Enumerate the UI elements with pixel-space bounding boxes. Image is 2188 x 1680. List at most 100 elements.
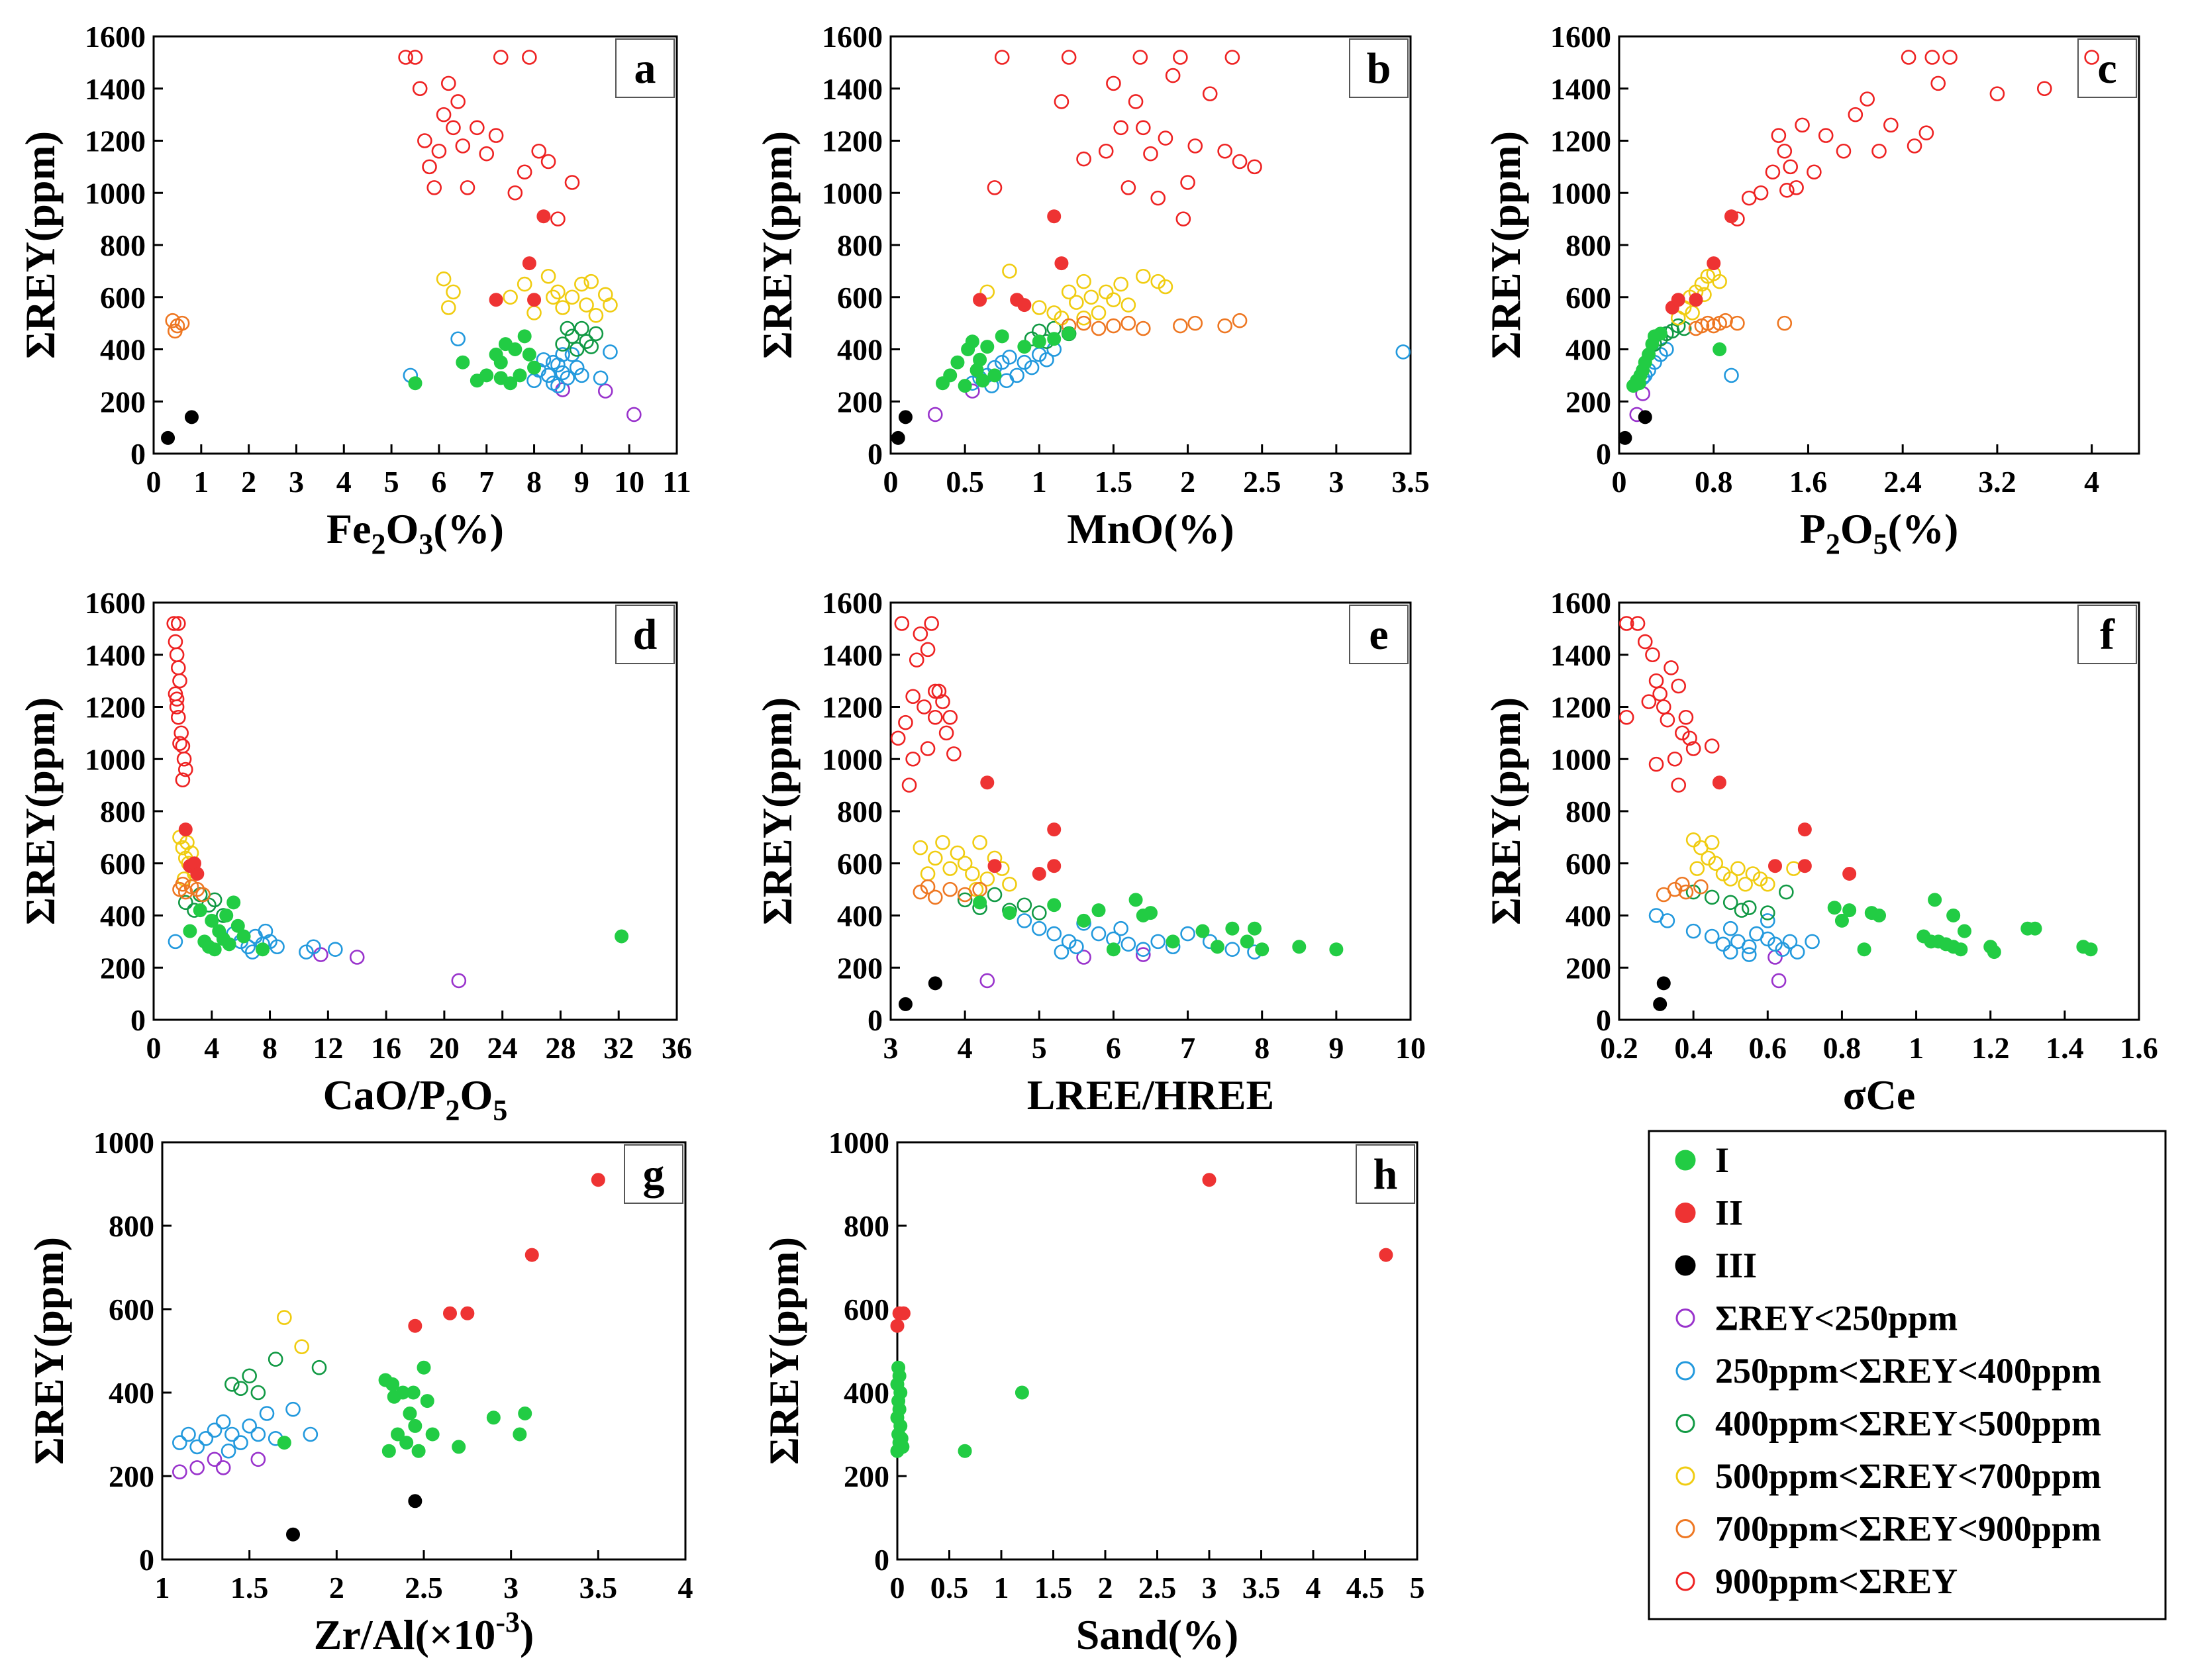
y-tick-label: 400 <box>109 1376 154 1410</box>
x-tick-label: 10 <box>614 465 644 499</box>
point-900ppm-sigmarey <box>1247 159 1262 175</box>
point-250ppm-sigmarey-400ppm <box>1789 944 1805 960</box>
point-250ppm-sigmarey-400ppm <box>564 347 580 362</box>
y-tick-label: 200 <box>1566 951 1611 985</box>
point-400ppm-sigmarey-500ppm <box>1741 900 1757 915</box>
point-i <box>222 937 236 952</box>
point-i <box>1240 934 1254 949</box>
point-250ppm-sigmarey-400ppm <box>1722 944 1738 960</box>
point-i <box>452 1440 466 1454</box>
point-i <box>420 1394 434 1408</box>
point-400ppm-sigmarey-500ppm <box>311 1359 327 1375</box>
point-500ppm-sigmarey-700ppm <box>1002 876 1017 892</box>
y-tick-label: 1400 <box>1550 72 1611 106</box>
panel-label-box <box>2077 38 2137 98</box>
point-250ppm-sigmarey-400ppm <box>1120 936 1136 952</box>
x-tick-label: 2 <box>1180 465 1195 499</box>
point-700ppm-sigmarey-900ppm <box>1091 321 1107 336</box>
y-tick-label: 600 <box>837 281 883 315</box>
point-i <box>1946 909 1961 922</box>
plot-frame-e <box>889 601 1412 1021</box>
point-900ppm-sigmarey <box>1860 91 1875 107</box>
y-axis-label: ΣREY(ppm) <box>754 697 801 925</box>
point-900ppm-sigmarey <box>1871 143 1887 159</box>
x-tick-label: 5 <box>1410 1571 1425 1605</box>
point-ii <box>443 1306 457 1320</box>
point-500ppm-sigmarey-700ppm <box>555 300 570 315</box>
x-tick-label: 4 <box>336 465 352 499</box>
point-400ppm-sigmarey-500ppm <box>574 321 589 336</box>
point-ii <box>1054 256 1069 271</box>
x-axis-label: CaO/P2O5 <box>323 1071 508 1126</box>
x-tick-label: 3.2 <box>1978 465 2016 499</box>
point-i <box>1946 940 1961 954</box>
x-tick-label: 1.5 <box>230 1571 269 1605</box>
point-900ppm-sigmarey <box>1664 660 1679 675</box>
point-i <box>1329 942 1344 957</box>
point-i <box>1924 934 1938 949</box>
x-tick-label: 8 <box>1254 1031 1269 1065</box>
point-900ppm-sigmarey <box>1202 86 1218 101</box>
point-i <box>205 913 219 928</box>
y-tick-label: 1600 <box>822 586 883 620</box>
point-250ppm-sigmarey-400ppm <box>1685 923 1701 939</box>
point-900ppm-sigmarey <box>540 154 556 170</box>
point-900ppm-sigmarey <box>1648 673 1664 689</box>
point-900ppm-sigmarey <box>176 751 192 767</box>
x-tick-label: 1 <box>994 1571 1009 1605</box>
point-500ppm-sigmarey-700ppm <box>583 273 599 289</box>
point-500ppm-sigmarey-700ppm <box>294 1339 309 1354</box>
point-900ppm-sigmarey <box>431 143 447 159</box>
y-axis-label: ΣREY(ppm) <box>760 1237 807 1465</box>
panel-label-box <box>615 38 675 98</box>
legend-label-400ppm-sigmarey-500ppm: 400ppm<ΣREY<500ppm <box>1715 1404 2101 1444</box>
y-tick-label: 400 <box>1566 333 1611 367</box>
point-i <box>527 360 542 375</box>
x-tick-label: 10 <box>1395 1031 1426 1065</box>
point-500ppm-sigmarey-700ppm <box>1120 297 1136 313</box>
point-i <box>236 929 251 944</box>
point-250ppm-sigmarey-400ppm <box>259 1406 275 1421</box>
legend-label-iii: III <box>1715 1246 1757 1285</box>
point-900ppm-sigmarey <box>446 120 461 136</box>
point-900ppm-sigmarey <box>1989 86 2005 101</box>
x-tick-label: 4 <box>2084 465 2099 499</box>
point-400ppm-sigmarey-500ppm <box>1017 897 1032 913</box>
point-i <box>1632 376 1646 391</box>
point-400ppm-sigmarey-500ppm <box>268 1352 283 1367</box>
point-i <box>513 368 527 383</box>
point-250ppm-sigmarey-400ppm <box>198 1431 214 1446</box>
point-i <box>518 1407 532 1420</box>
x-tick-label: 5 <box>384 465 399 499</box>
point-iii <box>1653 997 1667 1011</box>
point-500ppm-sigmarey-700ppm <box>1712 273 1727 289</box>
point-i <box>975 373 990 388</box>
point-sigmarey-250ppm <box>597 383 613 399</box>
x-tick-label: 16 <box>371 1031 401 1065</box>
point-500ppm-sigmarey-700ppm <box>175 840 191 856</box>
point-500ppm-sigmarey-700ppm <box>935 834 950 850</box>
point-250ppm-sigmarey-400ppm <box>999 373 1015 389</box>
panel-a: 0 1 2 3 4 5 6 7 8 9 10 1102004006008001000120014001… <box>17 20 691 560</box>
point-900ppm-sigmarey <box>564 175 580 190</box>
point-250ppm-sigmarey-400ppm <box>1805 934 1820 950</box>
point-250ppm-sigmarey-400ppm <box>248 928 263 944</box>
point-500ppm-sigmarey-700ppm <box>913 840 928 856</box>
point-i <box>995 329 1009 344</box>
point-500ppm-sigmarey-700ppm <box>1069 295 1084 310</box>
point-ii <box>489 293 503 307</box>
point-500ppm-sigmarey-700ppm <box>1704 834 1720 850</box>
point-i <box>1128 893 1143 907</box>
y-tick-label: 1600 <box>1550 586 1611 620</box>
point-500ppm-sigmarey-700ppm <box>1150 273 1166 289</box>
point-900ppm-sigmarey <box>1924 50 1940 65</box>
point-900ppm-sigmarey <box>171 660 186 675</box>
point-900ppm-sigmarey <box>1667 751 1683 767</box>
panel-h: 0 0.5 1 1.5 2 2.5 3 3.5 4 4.5 5 0 200 400 600 800 1000 Sa… <box>760 1126 1425 1658</box>
point-i <box>2083 942 2098 957</box>
point-i <box>1225 921 1240 936</box>
point-250ppm-sigmarey-400ppm <box>574 368 589 383</box>
x-tick-label: 1 <box>1909 1031 1924 1065</box>
point-900ppm-sigmarey <box>927 709 943 725</box>
point-500ppm-sigmarey-700ppm <box>1738 876 1753 892</box>
